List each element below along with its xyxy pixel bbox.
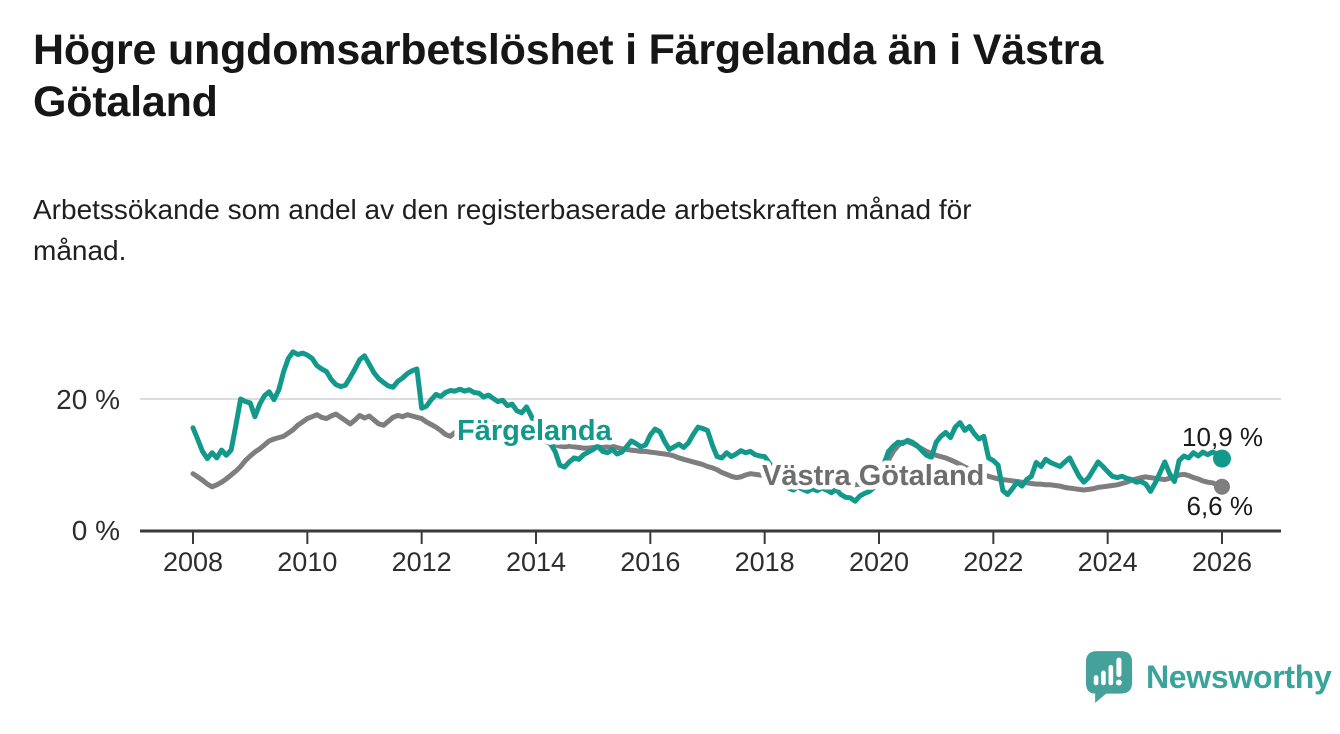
x-tick-label-2020: 2020	[849, 547, 909, 577]
series-end-dot-0	[1213, 449, 1232, 468]
x-tick-label-2008: 2008	[163, 547, 223, 577]
series-end-label-0: 10,9 %	[1182, 422, 1263, 452]
series-label-1: Västra Götaland	[762, 460, 984, 492]
title-line-2: Götaland	[33, 78, 218, 127]
series-line-1	[190, 411, 1225, 493]
x-tick-label-2024: 2024	[1078, 547, 1138, 577]
x-tick-label-2016: 2016	[620, 547, 680, 577]
series-end-dot-1	[1214, 478, 1231, 495]
page-title: Högre ungdomsarbetslöshet i Färgelanda ä…	[33, 24, 1103, 129]
axes: 0 % 20 % 2008 2010 2012 2014 2016 2018 2020 2022 2…	[56, 384, 1281, 577]
x-tick-label-2010: 2010	[277, 547, 337, 577]
series-end-label-1: 6,6 %	[1187, 491, 1254, 521]
y-tick-label-20: 20 %	[56, 384, 120, 415]
newsworthy-wordmark: Newsworthy	[1146, 658, 1332, 695]
newsworthy-bubble-icon	[1085, 651, 1133, 703]
series-lines	[190, 349, 1225, 504]
series-inline-labels: Färgelanda Västra Götaland	[453, 411, 989, 497]
bar-medium	[1101, 670, 1106, 686]
series-end-dots	[1213, 449, 1232, 495]
y-tick-label-0: 0 %	[72, 515, 120, 546]
newsworthy-logo: Newsworthy	[1085, 650, 1332, 704]
x-tick-label-2012: 2012	[392, 547, 452, 577]
series-label-0: Färgelanda	[457, 415, 613, 447]
page-subtitle: Arbetssökande som andel av den registerb…	[33, 190, 972, 271]
exclamation-bar	[1116, 657, 1122, 677]
bar-small	[1093, 675, 1099, 686]
x-tick-label-2022: 2022	[963, 547, 1023, 577]
series-end-value-labels: 10,9 % 6,6 %	[1182, 422, 1263, 521]
series-line-0	[190, 349, 1225, 504]
title-line-1: Högre ungdomsarbetslöshet i Färgelanda ä…	[33, 26, 1104, 74]
subtitle-line-1: Arbetssökande som andel av den registerb…	[33, 194, 972, 225]
subtitle-line-2: månad.	[33, 234, 127, 266]
x-tick-label-2018: 2018	[735, 547, 795, 577]
x-tick-label-2014: 2014	[506, 547, 566, 577]
x-tick-label-2026: 2026	[1192, 547, 1252, 577]
exclamation-dot	[1115, 679, 1122, 686]
bar-large	[1108, 665, 1114, 686]
